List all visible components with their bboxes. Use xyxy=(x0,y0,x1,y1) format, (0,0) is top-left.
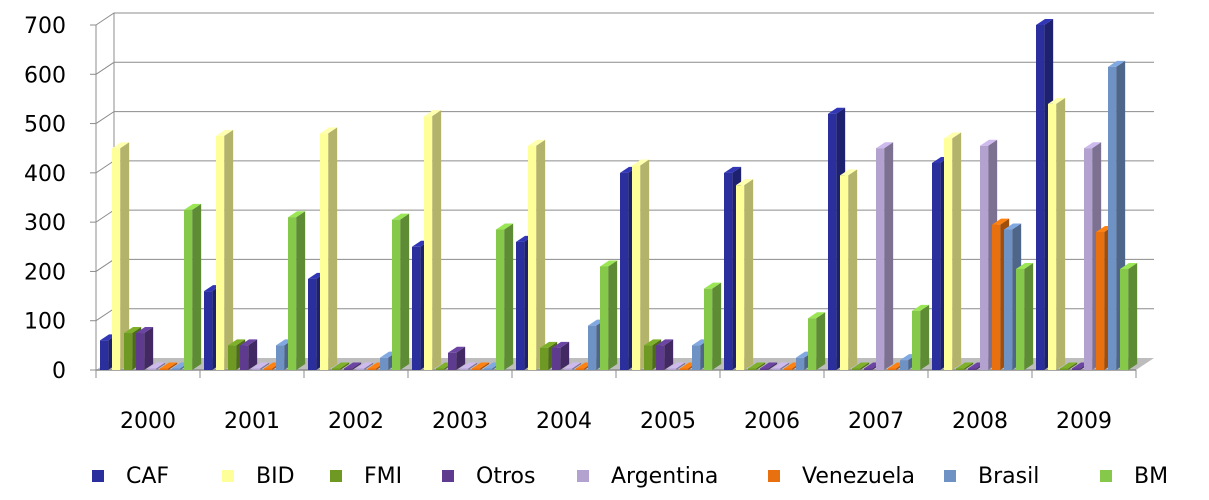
bar-otros-2005 xyxy=(656,339,674,370)
bar-bid-2001 xyxy=(216,129,234,370)
legend-swatch xyxy=(944,470,956,482)
legend-swatch xyxy=(330,470,342,482)
bar-argentina-2003 xyxy=(460,362,478,370)
legend-item-brasil: Brasil xyxy=(944,464,1039,489)
bar-fmi-2002 xyxy=(332,362,350,370)
legend-swatch xyxy=(442,470,454,482)
bar-venezuela-2003 xyxy=(472,362,490,370)
legend-item-argentina: Argentina xyxy=(577,464,718,489)
bar-fmi-2007 xyxy=(852,362,870,370)
bar-venezuela-2000 xyxy=(160,362,178,370)
bar-argentina-2001 xyxy=(252,362,270,370)
x-tick-label-2000: 2000 xyxy=(120,409,176,434)
gridline xyxy=(95,61,1154,75)
legend-swatch xyxy=(768,470,780,482)
bar-fmi-2008 xyxy=(956,362,974,370)
bar-otros-2003 xyxy=(448,346,466,370)
x-tick-label-2005: 2005 xyxy=(640,409,696,434)
y-tick-label: 600 xyxy=(24,63,66,88)
legend-label: FMI xyxy=(364,464,402,489)
x-tick-label-2007: 2007 xyxy=(848,409,904,434)
bar-bm-2004 xyxy=(600,260,618,370)
legend-item-venezuela: Venezuela xyxy=(768,464,915,489)
bar-bm-2005 xyxy=(704,282,722,370)
gridline xyxy=(95,12,1154,26)
legend-label: Argentina xyxy=(611,464,718,489)
x-tick-label-2003: 2003 xyxy=(432,409,488,434)
bar-argentina-2004 xyxy=(564,362,582,370)
x-tick-label-2001: 2001 xyxy=(224,409,280,434)
legend-label: Otros xyxy=(476,464,535,489)
legend-label: Brasil xyxy=(978,464,1039,489)
y-tick-label: 300 xyxy=(24,211,66,236)
bar-bm-2009 xyxy=(1120,262,1138,370)
bar-bm-2001 xyxy=(288,211,306,370)
gridline xyxy=(95,111,1154,124)
x-tick-label-2009: 2009 xyxy=(1056,409,1112,434)
legend-swatch xyxy=(92,470,104,482)
bar-otros-2004 xyxy=(552,341,570,370)
bar-bm-2006 xyxy=(808,312,826,370)
legend-swatch xyxy=(577,470,589,482)
y-axis-ticks: 0 100 200 300 400 500 600 700 xyxy=(24,14,96,384)
bar-bm-2002 xyxy=(392,213,410,370)
x-tick-label-2008: 2008 xyxy=(952,409,1008,434)
bar-bid-2002 xyxy=(320,127,338,370)
bar-bid-2000 xyxy=(112,142,130,370)
legend-item-bm: BM xyxy=(1100,464,1168,489)
bar-otros-2002 xyxy=(344,362,362,370)
bar-argentina-2006 xyxy=(772,362,790,370)
bar-otros-2000 xyxy=(136,327,154,370)
bar-bid-2007 xyxy=(840,169,858,370)
legend-label: BID xyxy=(256,464,295,489)
bar-fmi-2009 xyxy=(1060,362,1078,370)
x-tick-label-2006: 2006 xyxy=(744,409,800,434)
bar-bid-2005 xyxy=(632,159,650,370)
bars xyxy=(100,19,1138,371)
bar-bid-2008 xyxy=(944,132,962,370)
legend-swatch xyxy=(1100,470,1112,482)
legend-label: CAF xyxy=(126,464,169,489)
bar-bm-2003 xyxy=(496,223,514,370)
bar-bid-2004 xyxy=(528,139,546,370)
y-tick-label: 100 xyxy=(24,310,66,335)
legend-item-otros: Otros xyxy=(442,464,535,489)
legend-label: BM xyxy=(1134,464,1168,489)
x-tick-label-2004: 2004 xyxy=(536,409,592,434)
bar-bm-2008 xyxy=(1016,262,1034,370)
y-tick-label: 500 xyxy=(24,113,66,138)
legend-swatch xyxy=(222,470,234,482)
legend-item-bid: BID xyxy=(222,464,295,489)
bar-argentina-2005 xyxy=(668,362,686,370)
bar-fmi-2006 xyxy=(748,362,766,370)
y-tick-label: 400 xyxy=(24,162,66,187)
bar-argentina-2000 xyxy=(148,362,166,370)
bar-otros-2006 xyxy=(760,362,778,370)
bar-bm-2007 xyxy=(912,304,930,370)
x-tick-label-2002: 2002 xyxy=(328,409,384,434)
bar-bid-2006 xyxy=(736,179,754,370)
legend-item-fmi: FMI xyxy=(330,464,402,489)
bar-argentina-2002 xyxy=(356,362,374,370)
y-tick-label: 700 xyxy=(24,14,66,39)
y-tick-label: 200 xyxy=(24,260,66,285)
bar-otros-2001 xyxy=(240,339,258,370)
legend-label: Venezuela xyxy=(802,464,915,489)
y-tick-label: 0 xyxy=(52,359,66,384)
bar-argentina-2007 xyxy=(876,142,894,370)
bar-bid-2003 xyxy=(424,110,442,370)
legend: CAF BID FMI Otros Argentina Venezuela Brasil BM xyxy=(92,464,1168,489)
x-axis-ticks: 2000 2001 2002 2003 2004 2005 2006 2007 2008 2009 xyxy=(95,370,1137,434)
bar-bid-2009 xyxy=(1048,97,1066,370)
legend-item-caf: CAF xyxy=(92,464,169,489)
bar-bm-2000 xyxy=(184,203,202,370)
